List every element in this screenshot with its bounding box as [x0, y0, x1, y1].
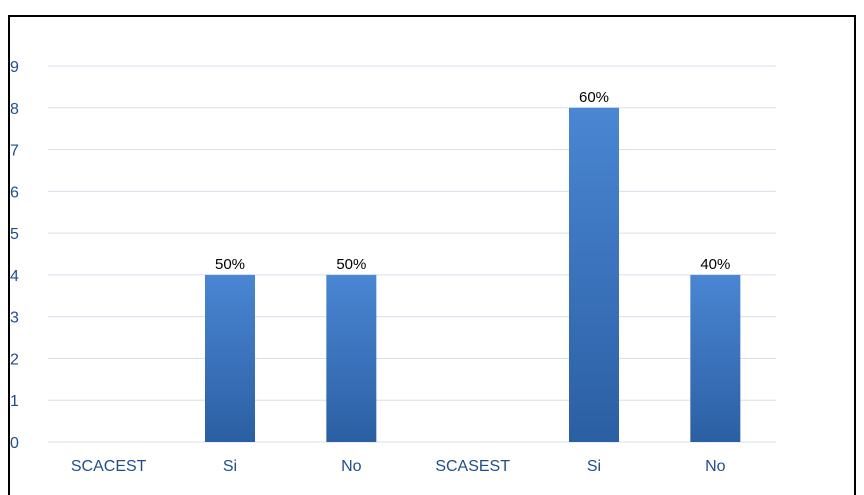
data-label: 50%: [336, 256, 366, 273]
bar: [205, 274, 255, 442]
chart-frame: [8, 15, 856, 495]
bar: [690, 274, 741, 442]
x-tick-label: SCACEST: [71, 458, 147, 475]
data-label: 40%: [700, 256, 730, 273]
y-tick-label: 8: [10, 101, 19, 118]
y-tick-label: 5: [10, 226, 19, 243]
y-tick-label: 6: [10, 184, 19, 201]
x-tick-label: Si: [587, 458, 601, 475]
x-tick-label: SCASEST: [435, 458, 510, 475]
y-tick-label: 7: [10, 143, 19, 160]
gridlines: [48, 65, 776, 443]
y-tick-label: 2: [10, 351, 19, 368]
bar: [569, 107, 619, 443]
y-tick-label: 3: [10, 310, 19, 327]
data-labels: 50% 50% 60% 40%: [215, 89, 730, 273]
data-label: 60%: [579, 89, 609, 106]
bar: [326, 274, 377, 442]
y-tick-label: 1: [10, 393, 19, 410]
y-tick-label: 0: [10, 435, 19, 452]
x-tick-label: No: [341, 458, 362, 475]
y-tick-label: 4: [10, 268, 19, 285]
x-tick-label: No: [705, 458, 726, 475]
y-axis: 0 1 2 3 4 5 6 7 8 9: [10, 59, 19, 452]
x-axis: SCACEST Si No SCASEST Si No: [71, 458, 726, 475]
x-tick-label: Si: [223, 458, 237, 475]
data-label: 50%: [215, 256, 245, 273]
bars: [205, 107, 741, 443]
y-tick-label: 9: [10, 59, 19, 76]
bar-chart: 0 1 2 3 4 5 6 7 8 9 50% 50% 60% 40% SCACEST Si No SCASE…: [10, 59, 776, 475]
